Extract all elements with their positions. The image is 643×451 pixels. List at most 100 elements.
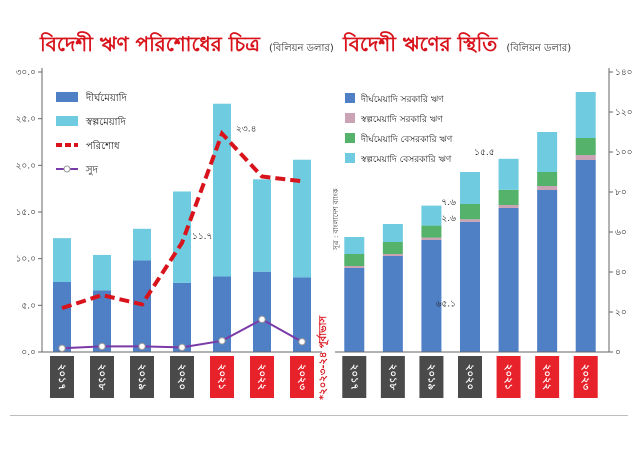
legend-label-3: স্বল্পমেয়াদি বেসরকারি ঋণ	[360, 154, 452, 165]
stock-bar-s2-2	[421, 225, 442, 238]
year-label: ২০২২	[541, 364, 552, 390]
stock-bar-s0-5	[537, 190, 558, 352]
year-badge-bg	[130, 356, 154, 398]
year-badge-0: ২০১৭	[342, 356, 367, 398]
right-y-tick-label: ৮০	[615, 188, 627, 198]
year-badge-0: ২০১৭	[50, 356, 74, 398]
year-label: ২০২০	[464, 364, 475, 390]
left-chart-title: বিদেশী ঋণ পরিশোধের চিত্র	[40, 32, 260, 56]
right-y-tick-label: ০	[615, 348, 621, 358]
legend-interest-label: সুদ	[85, 165, 99, 176]
short-term-bar-1	[93, 254, 111, 291]
long-term-bar-4	[213, 276, 231, 352]
stock-bar-s0-1	[382, 256, 403, 352]
stock-bar-s0-2	[421, 240, 442, 352]
year-label: ২০১৭	[56, 364, 67, 390]
year-label: ২০১৭	[348, 364, 359, 390]
legend-label-1: স্বল্পমেয়াদি সরকারি ঋণ	[360, 114, 443, 125]
year-badge-2: ২০১৯	[130, 356, 154, 398]
stock-bar-s2-6	[575, 138, 596, 155]
year-label: ২০২৩	[296, 364, 307, 391]
year-badge-bg	[342, 356, 367, 398]
interest-point-5	[258, 315, 266, 324]
right-chart-title-group: বিদেশী ঋণের স্থিতি (বিলিয়ন ডলার)	[343, 30, 571, 63]
year-badge-6: ২০২৩	[290, 356, 314, 398]
year-badge-4: ২০২১	[496, 356, 521, 398]
stock-bar-s1-6	[575, 155, 596, 160]
year-badge-bg	[496, 356, 521, 398]
right-y-tick-label: ২০	[615, 308, 627, 318]
right-chart-title: বিদেশী ঋণের স্থিতি	[343, 32, 498, 56]
debt-stock-panel: বিদেশী ঋণের স্থিতি (বিলিয়ন ডলার) ০ ২০ ৪০ ৬…	[335, 0, 643, 420]
stock-bar-s1-5	[537, 186, 558, 190]
year-badge-bg	[535, 356, 560, 398]
year-badge-bg	[170, 356, 194, 398]
year-badge-bg	[250, 356, 274, 398]
stock-bar-s3-6	[575, 92, 596, 138]
year-badge-bg	[50, 356, 74, 398]
year-badge-5: ২০২২	[535, 356, 560, 398]
legend-repayment-label: পরিশোধ	[86, 140, 120, 152]
year-badge-2: ২০১৯	[419, 356, 444, 398]
interest-point-2	[138, 342, 146, 351]
legend-swatch-1	[345, 113, 355, 123]
left-data-label: ১১.৭	[192, 232, 212, 242]
short-term-bar-2	[133, 228, 151, 261]
short-term-bar-3	[173, 191, 191, 283]
stock-bar-s3-3	[460, 172, 480, 204]
left-y-tick-label: ০.০	[21, 348, 36, 358]
year-label: ২০২২	[256, 364, 267, 390]
debt-repayment-panel: বিদেশী ঋণ পরিশোধের চিত্র (বিলিয়ন ডলার) …	[0, 0, 334, 420]
year-badge-bg	[458, 356, 482, 398]
left-y-tick-label: ২০.০	[16, 161, 36, 171]
right-data-label: ৭.৬	[441, 198, 456, 208]
year-label: ২০২৩	[580, 364, 591, 391]
year-badge-bg	[573, 356, 598, 398]
left-y-tick-label: ৩০.০	[16, 68, 36, 78]
right-data-label: ৬৫.১	[436, 299, 456, 309]
stock-bar-s1-4	[498, 205, 519, 208]
interest-point-6	[298, 338, 306, 346]
year-label: ২০১৯	[136, 364, 147, 390]
legend-swatch-0	[345, 93, 355, 103]
legend-swatch-2	[345, 133, 355, 143]
stock-bar-s1-3	[460, 219, 480, 222]
stock-bar-s0-6	[575, 160, 596, 352]
left-chart-unit: (বিলিয়ন ডলার)	[269, 43, 334, 54]
left-chart-svg: ০.০ ৫.০ ১০.০ ১৫.০ ২০.০ ২৫.০ ৩০.০ ১১.৭ ২৩.৪ দীর্ঘম…	[16, 68, 322, 398]
stock-bar-s0-3	[460, 221, 480, 352]
year-badge-6: ২০২৩	[573, 356, 598, 398]
left-y-tick-label: ১৫.০	[16, 208, 36, 218]
interest-point-3	[178, 343, 186, 352]
long-term-bar-5	[253, 271, 271, 352]
interest-point-4	[218, 337, 226, 345]
legend-long-term-label: দীর্ঘমেয়াদি	[85, 91, 128, 104]
right-y-tick-label: ৪০	[615, 268, 627, 278]
stock-bar-s2-3	[460, 204, 480, 220]
legend-swatch-3	[345, 153, 355, 163]
year-badge-5: ২০২২	[250, 356, 274, 398]
right-y-tick-label: ১২০	[615, 108, 633, 118]
stock-bar-s2-5	[537, 172, 558, 186]
left-y-tick-label: ৫.০	[21, 301, 36, 311]
left-legend: দীর্ঘমেয়াদি স্বল্পমেয়াদি পরিশোধ সুদ	[56, 91, 128, 176]
year-label: ২০১৯	[425, 364, 436, 390]
left-chart-title-group: বিদেশী ঋণ পরিশোধের চিত্র (বিলিয়ন ডলার)	[40, 30, 334, 63]
legend-label-2: দীর্ঘমেয়াদি বেসরকারি ঋণ	[360, 133, 453, 145]
year-label: ২০১৮	[96, 364, 107, 390]
interest-point-0	[58, 344, 66, 352]
right-y-tick-label: ৬০	[615, 228, 627, 238]
short-term-bar-0	[53, 238, 71, 282]
right-y-tick-label: ১০০	[615, 148, 633, 158]
stock-bar-s3-4	[498, 158, 519, 190]
long-term-bar-6	[293, 277, 311, 352]
legend-label-0: দীর্ঘমেয়াদি সরকারি ঋণ	[360, 93, 444, 105]
right-data-label: ১৫.৫	[474, 148, 494, 158]
year-badge-1: ২০১৮	[90, 356, 114, 398]
year-badge-4: ২০২১	[210, 356, 234, 398]
year-badge-bg	[380, 356, 405, 398]
long-term-bar-0	[53, 282, 71, 352]
short-term-bar-4	[213, 103, 231, 277]
year-badge-bg	[290, 356, 314, 398]
right-legend: দীর্ঘমেয়াদি সরকারি ঋণ স্বল্পমেয়াদি সরকা…	[345, 93, 453, 165]
